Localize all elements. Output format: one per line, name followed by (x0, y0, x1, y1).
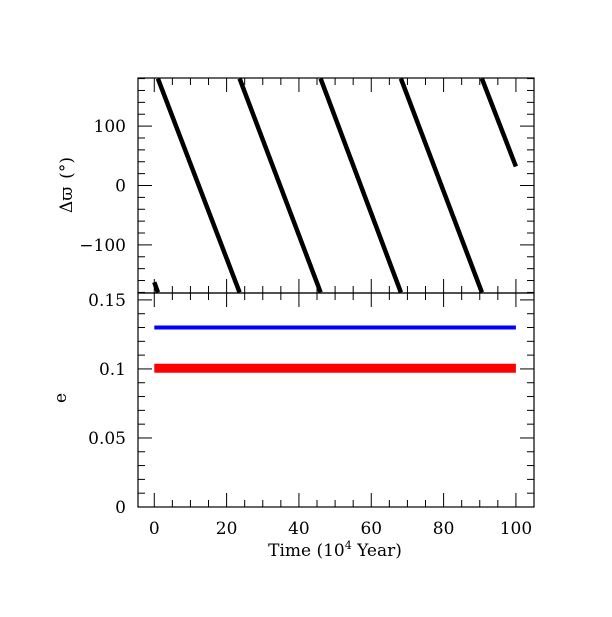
bottom-tick-labels: 0 0.05 0.1 0.15 0 20 40 60 80 100 (88, 291, 532, 539)
bottom-data-layer (154, 325, 516, 373)
bottom-ticks (138, 293, 534, 508)
xlabel-tail: Year) (352, 541, 402, 561)
top-ylabel-unit: (°) (57, 157, 77, 179)
bottom-ytick-label: 0.1 (99, 360, 126, 380)
top-panel: −100 0 100 Δϖ (°) (57, 77, 535, 294)
precession-segment-3 (318, 77, 404, 294)
bottom-xtick-label: 60 (360, 519, 382, 539)
bottom-xtick-label: 40 (288, 519, 310, 539)
top-ylabel: Δϖ (°) (57, 157, 77, 213)
bottom-ylabel: e (51, 393, 71, 403)
precession-segment-4 (398, 77, 485, 294)
precession-segment-5 (479, 77, 518, 168)
top-ytick-label: −100 (79, 236, 126, 256)
precession-segment-2 (237, 77, 323, 294)
top-ytick-label: 0 (115, 177, 126, 197)
bottom-ytick-label: 0.15 (88, 291, 126, 311)
xlabel-superscript: 4 (345, 539, 352, 552)
precession-segment-1 (155, 77, 242, 294)
top-tick-labels: −100 0 100 (79, 117, 126, 256)
top-ytick-label: 100 (94, 117, 126, 137)
bottom-xtick-label: 80 (433, 519, 455, 539)
bottom-ytick-label: 0.05 (88, 429, 126, 449)
xlabel-main: Time (10 (268, 541, 345, 561)
bottom-panel-frame (137, 292, 535, 508)
precession-segment-0 (152, 281, 161, 294)
bottom-xtick-label: 100 (500, 519, 532, 539)
top-ylabel-symbol: Δϖ (57, 187, 77, 213)
bottom-xtick-label: 20 (216, 519, 238, 539)
top-data-layer (152, 77, 518, 294)
top-ticks (138, 78, 534, 293)
bottom-xlabel: Time (104 Year) (268, 539, 402, 561)
bottom-ytick-label: 0 (115, 498, 126, 518)
bottom-panel: 0 0.05 0.1 0.15 0 20 40 60 80 100 e Time (104 Yea… (51, 291, 535, 561)
bottom-xtick-label: 0 (149, 519, 160, 539)
